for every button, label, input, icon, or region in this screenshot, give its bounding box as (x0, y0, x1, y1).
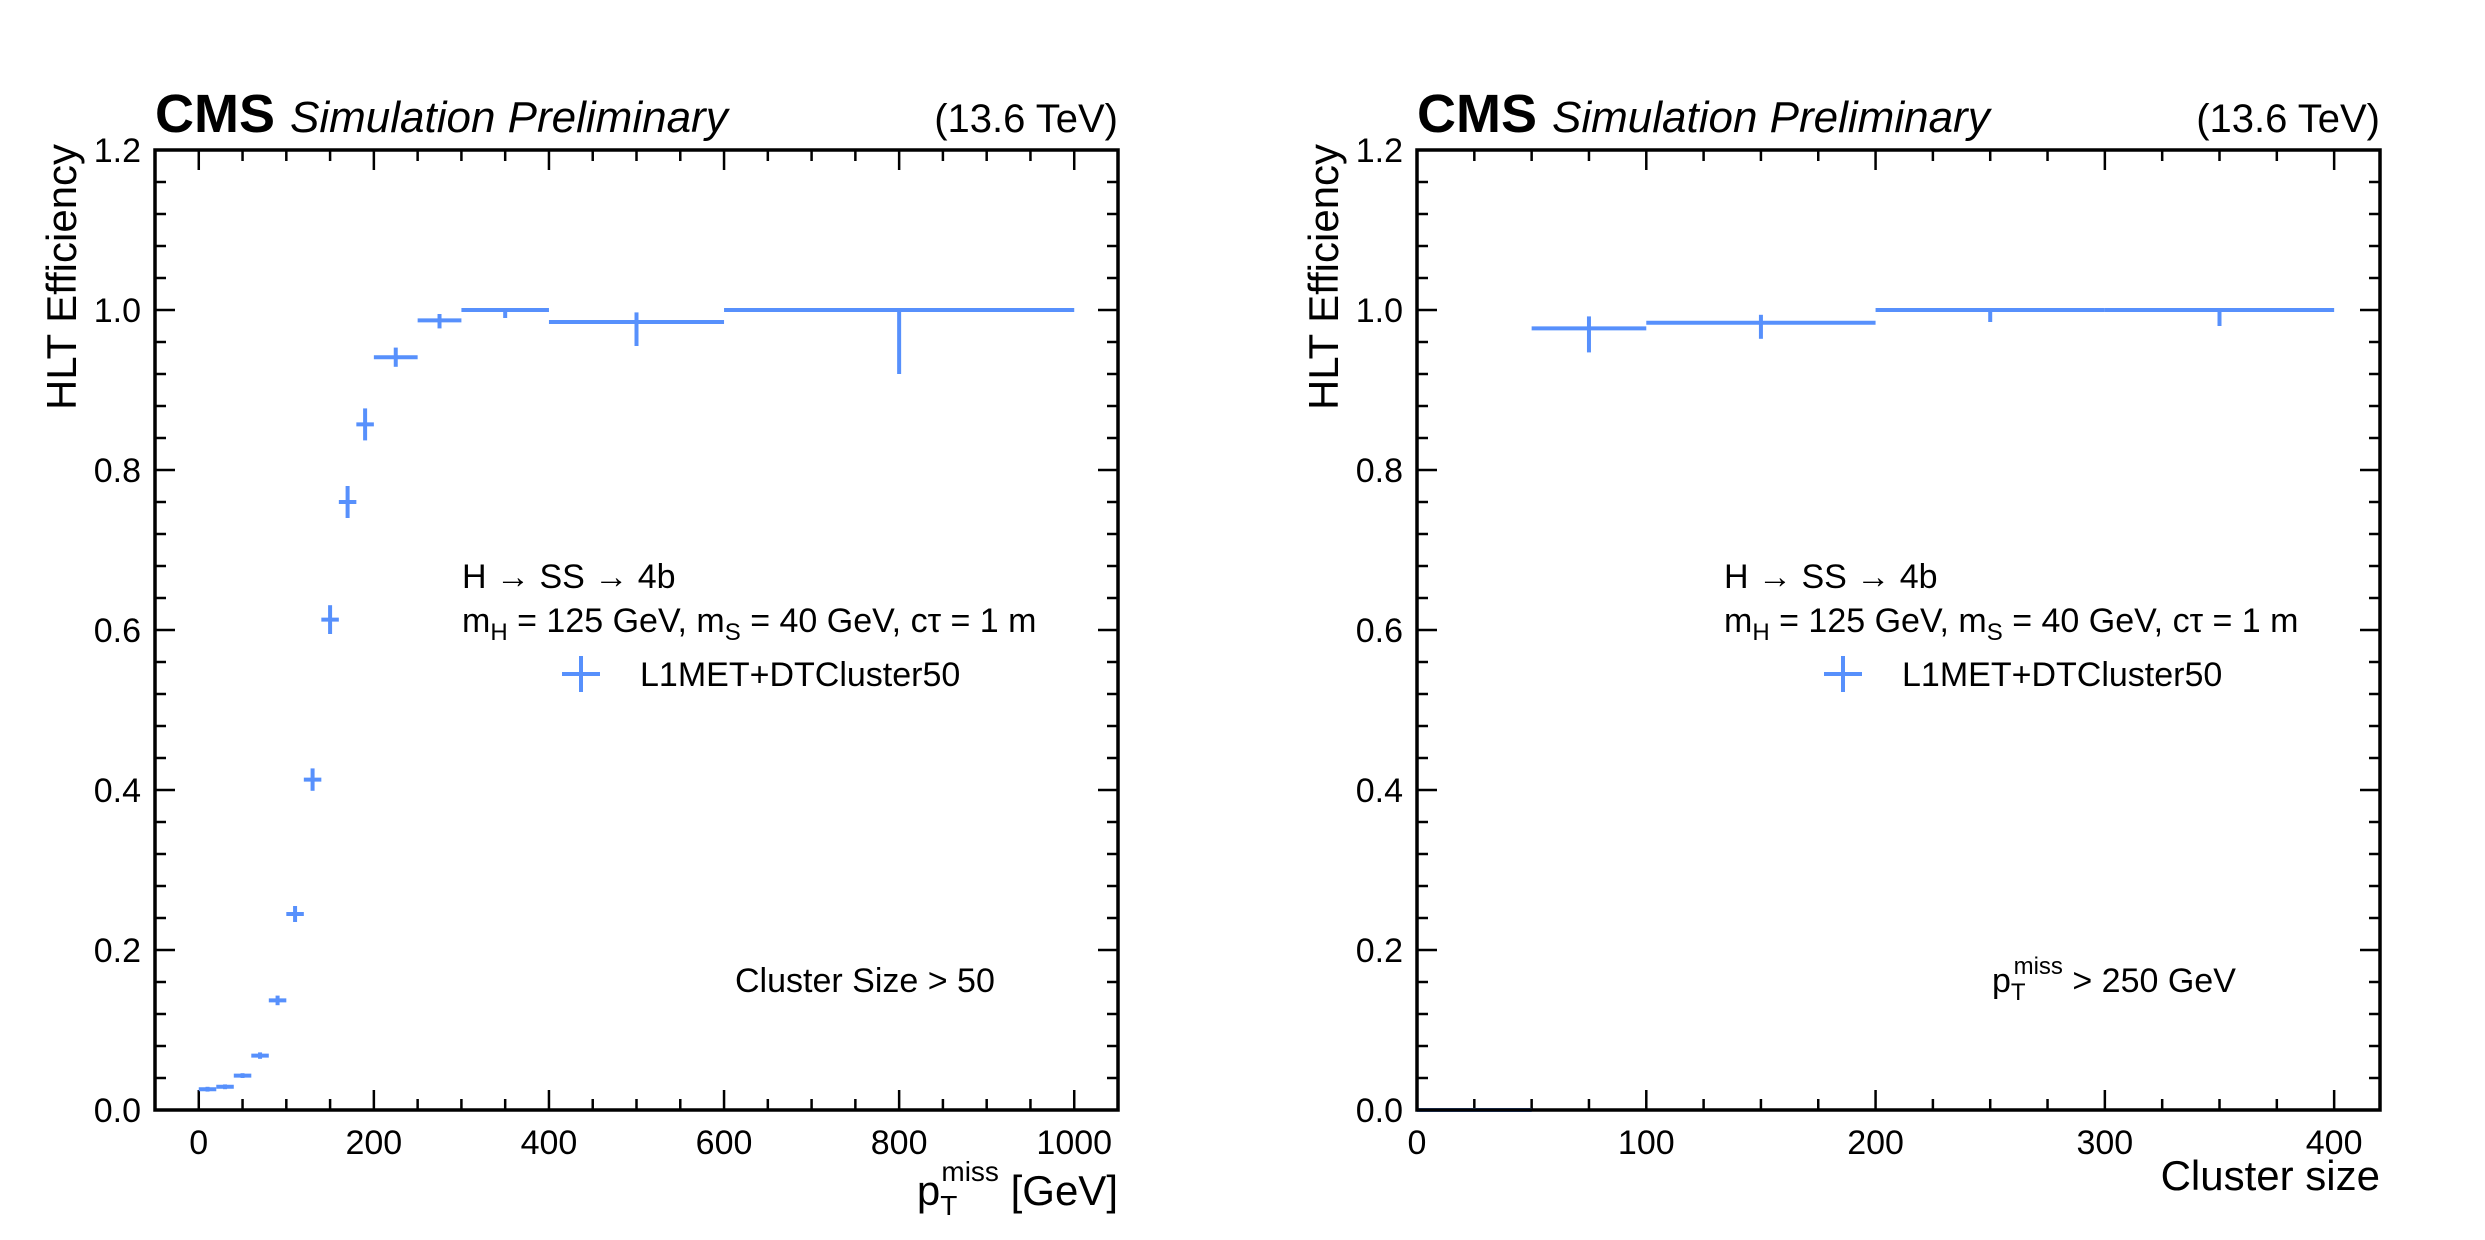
left-panel: CMS Simulation Preliminary (13.6 TeV) HL… (38, 84, 1120, 1221)
energy-label: (13.6 TeV) (2196, 97, 2380, 141)
mass-parameters-label: mH = 125 GeV, mS = 40 GeV, cτ = 1 m (462, 602, 1036, 646)
y-tick-label: 0.4 (1356, 772, 1403, 810)
simulation-preliminary-label: Simulation Preliminary (290, 93, 731, 142)
data-point (321, 605, 339, 634)
data-point (461, 308, 549, 318)
simulation-preliminary-label: Simulation Preliminary (1552, 93, 1993, 142)
x-tick-label: 600 (696, 1124, 753, 1162)
data-point (268, 995, 287, 1006)
data-point (356, 408, 374, 441)
x-tick-label: 400 (2306, 1124, 2363, 1162)
plot-frame (1415, 148, 2382, 1112)
y-tick-labels: 0.0 0.2 0.4 0.6 0.8 1.0 1.2 (94, 132, 141, 1130)
y-tick-label: 1.2 (1356, 132, 1403, 170)
x-tick-label: 0 (189, 1124, 208, 1162)
data-point (1531, 316, 1647, 353)
cut-label: Cluster Size > 50 (735, 962, 995, 1000)
legend: L1MET+DTCluster50 (1824, 656, 2222, 694)
legend-label: L1MET+DTCluster50 (640, 656, 960, 694)
energy-label: (13.6 TeV) (934, 97, 1118, 141)
plot-frame (153, 148, 1120, 1112)
right-panel: CMS Simulation Preliminary (13.6 TeV) HL… (1300, 84, 2382, 1199)
y-tick-label: 1.2 (94, 132, 141, 170)
x-tick-label: 800 (871, 1124, 928, 1162)
cms-label: CMS (155, 84, 275, 144)
legend: L1MET+DTCluster50 (562, 656, 960, 694)
y-tick-label: 0.2 (94, 932, 141, 970)
mass-parameters-label: mH = 125 GeV, mS = 40 GeV, cτ = 1 m (1724, 602, 2298, 646)
cut-label: pTmiss > 250 GeV (1992, 953, 2236, 1006)
y-tick-label: 1.0 (94, 292, 141, 330)
process-label: H → SS → 4b (1724, 558, 1938, 596)
data-point (1875, 308, 2105, 322)
x-axis-label: Cluster size (2161, 1152, 2380, 1199)
data-point (303, 768, 322, 791)
data-point (286, 906, 304, 922)
y-tick-label: 0.6 (1356, 612, 1403, 650)
y-tick-label: 0.0 (1356, 1092, 1403, 1130)
x-tick-label: 1000 (1036, 1124, 1112, 1162)
x-tick-label: 400 (521, 1124, 578, 1162)
data-point (548, 312, 725, 346)
y-tick-label: 0.8 (94, 452, 141, 490)
y-tick-label: 1.0 (1356, 292, 1403, 330)
x-tick-label: 0 (1408, 1124, 1427, 1162)
x-tick-label: 300 (2076, 1124, 2133, 1162)
x-tick-label: 200 (345, 1124, 402, 1162)
cms-label: CMS (1417, 84, 1537, 144)
x-tick-label: 200 (1847, 1124, 1904, 1162)
x-tick-labels: 0 100 200 300 400 (1408, 1124, 2363, 1162)
process-label: H → SS → 4b (462, 558, 676, 596)
data-point (373, 347, 418, 367)
y-tick-label: 0.4 (94, 772, 141, 810)
y-axis-label: HLT Efficiency (38, 144, 85, 410)
data-point (198, 1086, 217, 1092)
data-point (2104, 308, 2335, 326)
x-tick-label: 100 (1618, 1124, 1675, 1162)
y-tick-label: 0.6 (94, 612, 141, 650)
data-point (417, 314, 462, 329)
data-point (233, 1073, 252, 1078)
data-point (216, 1084, 234, 1090)
data-point (1646, 314, 1876, 339)
y-tick-labels: 0.0 0.2 0.4 0.6 0.8 1.0 1.2 (1356, 132, 1403, 1130)
y-axis-label: HLT Efficiency (1300, 144, 1347, 410)
y-tick-label: 0.8 (1356, 452, 1403, 490)
data-point (338, 486, 357, 518)
data-series (198, 308, 1075, 1092)
data-point (724, 308, 1075, 374)
y-tick-label: 0.2 (1356, 932, 1403, 970)
data-point (251, 1052, 269, 1059)
x-tick-labels: 0 200 400 600 800 1000 (189, 1124, 1112, 1162)
y-tick-label: 0.0 (94, 1092, 141, 1130)
legend-label: L1MET+DTCluster50 (1902, 656, 2222, 694)
x-axis-label: pTmiss [GeV] (917, 1156, 1118, 1221)
